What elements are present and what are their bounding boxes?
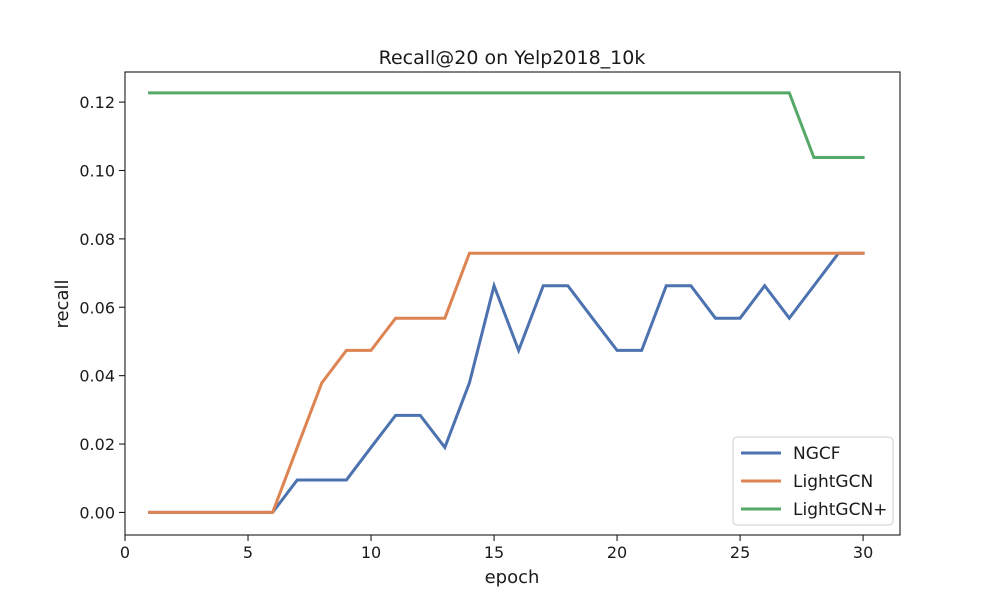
series-line-lightgcn — [148, 251, 865, 514]
plot-frame — [124, 71, 901, 536]
x-tick-label: 20 — [607, 543, 627, 562]
y-tick-label: 0.04 — [79, 367, 115, 386]
legend-label: LightGCN+ — [793, 500, 887, 520]
legend-label: NGCF — [793, 444, 841, 464]
y-axis: 0.00 0.02 0.04 0.06 0.08 0.10 0.12 — [79, 93, 125, 522]
x-tick-label: 30 — [853, 543, 873, 562]
series-line-lightgcn-plus — [148, 91, 865, 159]
y-tick-label: 0.06 — [79, 298, 115, 317]
y-tick-label: 0.12 — [79, 93, 115, 112]
plot-area — [148, 91, 865, 514]
y-tick-label: 0.08 — [79, 230, 115, 249]
y-tick-label: 0.00 — [79, 503, 115, 522]
x-axis-label: epoch — [485, 567, 540, 588]
y-tick-label: 0.10 — [79, 161, 115, 180]
x-tick-label: 5 — [243, 543, 253, 562]
chart-title: Recall@20 on Yelp2018_10k — [379, 47, 646, 69]
x-tick-label: 25 — [730, 543, 750, 562]
legend: NGCF LightGCN LightGCN+ — [732, 436, 894, 526]
y-tick-label: 0.02 — [79, 435, 115, 454]
x-tick-label: 10 — [361, 543, 381, 562]
y-axis-label: recall — [52, 279, 73, 328]
legend-box — [732, 436, 894, 526]
x-axis: 0 5 10 15 20 25 30 — [120, 535, 873, 562]
x-tick-label: 0 — [120, 543, 130, 562]
x-tick-label: 15 — [484, 543, 504, 562]
legend-label: LightGCN — [793, 472, 873, 492]
